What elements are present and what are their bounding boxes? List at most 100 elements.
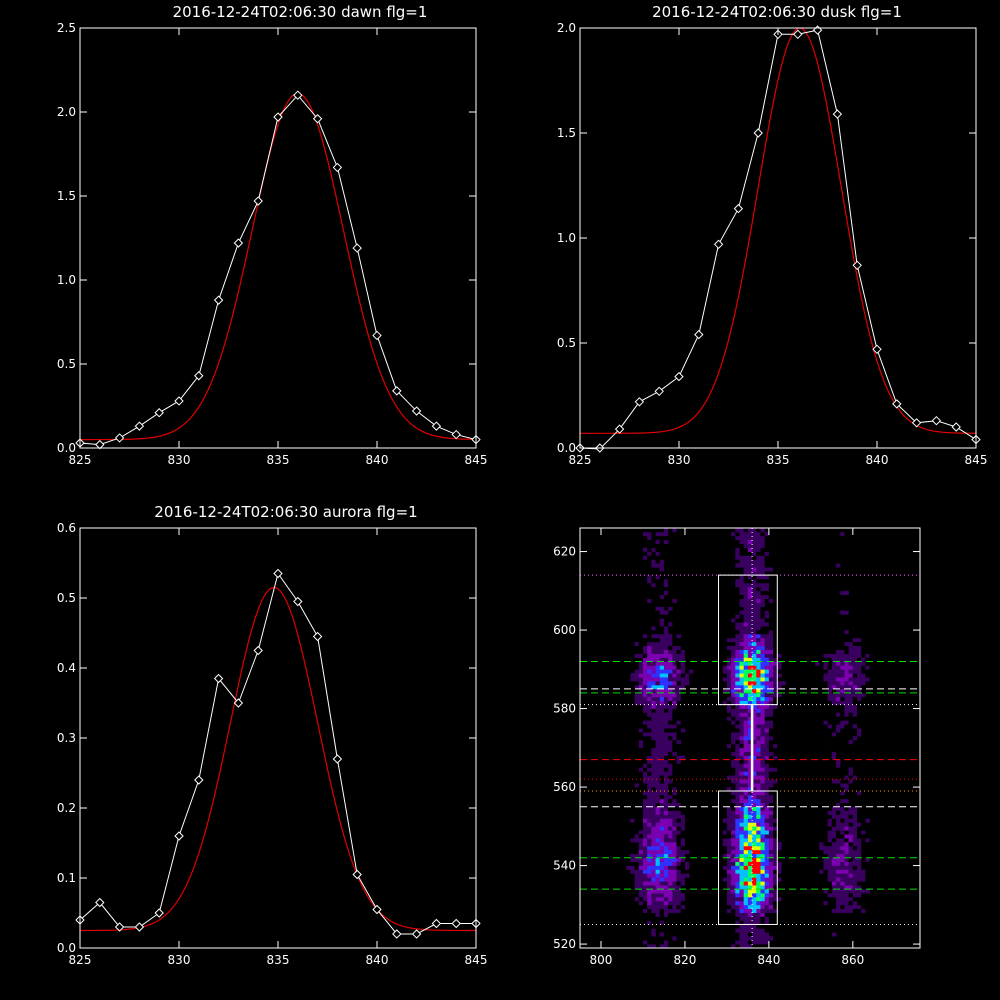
panel-spectral-image-pixel (777, 885, 782, 890)
panel-spectral-image-pixel (668, 849, 673, 855)
panel-spectral-image-pixel (663, 842, 669, 847)
panel-spectral-image-pixel (739, 822, 745, 827)
panel-spectral-image-pixel (718, 889, 724, 894)
panel-spectral-image-pixel (701, 787, 707, 792)
panel-spectral-image-pixel (680, 677, 686, 682)
panel-dawn-data-point (411, 406, 422, 416)
panel-spectral-image-pixel (638, 535, 644, 541)
panel-spectral-image-pixel (642, 622, 648, 627)
panel-spectral-image-pixel (626, 838, 631, 843)
panel-spectral-image-pixel (693, 908, 698, 913)
panel-spectral-image-pixel (806, 602, 812, 607)
panel-spectral-image-pixel (592, 747, 598, 753)
panel-spectral-image-pixel (630, 787, 635, 792)
panel-spectral-image-pixel (756, 716, 761, 721)
panel-spectral-image-pixel (680, 912, 686, 917)
panel-spectral-image-pixel (689, 579, 694, 584)
panel-spectral-image-pixel (726, 563, 732, 568)
panel-spectral-image-pixel (642, 743, 648, 749)
panel-spectral-image-pixel (722, 845, 728, 851)
panel-spectral-image-pixel (676, 728, 682, 733)
panel-spectral-image-pixel (794, 747, 799, 753)
panel-spectral-image-pixel (857, 673, 862, 678)
panel-spectral-image-pixel (630, 555, 635, 560)
panel-spectral-image-pixel (752, 771, 757, 776)
panel-spectral-image-pixel (840, 932, 845, 937)
panel-spectral-image-pixel (857, 539, 862, 545)
panel-spectral-image-pixel (609, 704, 614, 709)
panel-spectral-image-pixel (735, 908, 740, 913)
panel-spectral-image-pixel (827, 594, 833, 599)
panel-spectral-image-pixel (689, 775, 694, 780)
panel-spectral-image-pixel (773, 787, 778, 792)
panel-spectral-image-pixel (819, 700, 824, 705)
panel-dusk-xtick-label: 840 (866, 453, 889, 467)
panel-spectral-image-pixel (676, 681, 682, 686)
panel-spectral-image-pixel (806, 830, 812, 835)
panel-spectral-image-pixel (760, 755, 765, 760)
panel-spectral-image-pixel (773, 677, 778, 682)
panel-spectral-image-pixel (638, 751, 644, 756)
panel-spectral-image-pixel (806, 692, 812, 698)
panel-spectral-image-pixel (840, 610, 845, 615)
panel-spectral-image-pixel (752, 932, 757, 937)
panel-spectral-image-pixel (806, 535, 812, 541)
panel-spectral-image-pixel (672, 747, 677, 753)
panel-spectral-image-pixel (676, 590, 682, 596)
panel-spectral-image-pixel (722, 673, 728, 678)
panel-spectral-image-pixel (844, 920, 849, 925)
panel-spectral-image-pixel (768, 794, 774, 800)
panel-spectral-image-pixel (823, 838, 828, 843)
panel-spectral-image-pixel (731, 755, 736, 760)
panel-spectral-image-pixel (785, 661, 791, 666)
panel-spectral-image-pixel (798, 775, 803, 780)
panel-spectral-image-pixel (861, 900, 866, 906)
panel-spectral-image-pixel (668, 759, 673, 764)
panel-spectral-image-pixel (651, 830, 656, 835)
panel-spectral-image-pixel (642, 944, 648, 949)
panel-spectral-image-pixel (735, 649, 740, 654)
panel-spectral-image-pixel (857, 622, 862, 627)
panel-spectral-image-pixel (672, 767, 677, 772)
panel-spectral-image-pixel (848, 586, 854, 592)
panel-spectral-image-pixel (735, 885, 740, 890)
panel-spectral-image-pixel (676, 637, 682, 643)
panel-spectral-image-pixel (655, 940, 661, 945)
panel-spectral-image-pixel (781, 657, 786, 662)
panel-spectral-image-pixel (840, 673, 845, 678)
panel-spectral-image-pixel (710, 531, 715, 537)
panel-spectral-image-pixel (668, 657, 673, 662)
panel-spectral-image-pixel (697, 798, 703, 804)
panel-spectral-image-pixel (760, 759, 765, 764)
panel-spectral-image-pixel (848, 669, 854, 674)
panel-spectral-image-pixel (596, 700, 602, 705)
panel-spectral-image-pixel (684, 826, 690, 831)
panel-spectral-image-pixel (735, 661, 740, 666)
panel-spectral-image-pixel (819, 618, 824, 623)
panel-spectral-image-pixel (861, 724, 866, 729)
panel-spectral-image-pixel (756, 657, 761, 662)
panel-spectral-image-pixel (773, 688, 778, 694)
panel-spectral-image-pixel (642, 653, 648, 658)
panel-spectral-image-pixel (773, 606, 778, 611)
panel-spectral-image-pixel (651, 559, 656, 564)
panel-spectral-image-pixel (705, 637, 711, 643)
panel-spectral-image-pixel (789, 779, 795, 784)
panel-spectral-image-pixel (831, 728, 837, 733)
panel-spectral-image-pixel (634, 579, 640, 584)
panel-spectral-image-pixel (836, 849, 841, 855)
panel-spectral-image-pixel (756, 767, 761, 772)
panel-spectral-image-pixel (680, 842, 686, 847)
panel-spectral-image-pixel (861, 849, 866, 855)
panel-spectral-image-pixel (764, 826, 770, 831)
panel-spectral-image-pixel (668, 728, 673, 733)
panel-spectral-image-pixel (718, 704, 724, 709)
panel-spectral-image-pixel (663, 539, 669, 545)
panel-spectral-image-pixel (764, 645, 770, 650)
panel-spectral-image-pixel (827, 944, 833, 949)
panel-spectral-image-pixel (647, 900, 652, 906)
panel-aurora-data-point (233, 698, 244, 708)
panel-spectral-image-pixel (718, 696, 724, 702)
panel-spectral-image-pixel (848, 865, 854, 870)
panel-spectral-image-pixel (638, 865, 644, 870)
